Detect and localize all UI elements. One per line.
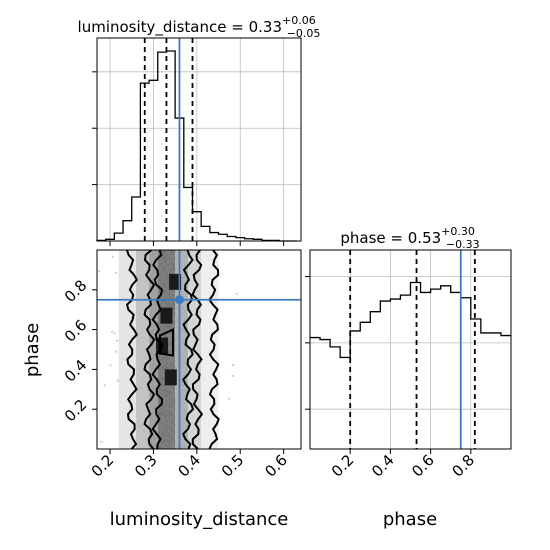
- phase-xtick-label-3: 0.8: [448, 451, 478, 481]
- lumdist-title-minus: −0.05: [287, 27, 321, 40]
- joint-density-block-1: [164, 369, 177, 386]
- phase-xtick-label-0: 0.2: [328, 451, 358, 481]
- joint-scatter-point: [116, 339, 119, 342]
- lumdist-xtick-label-0: 0.2: [88, 451, 118, 481]
- lumdist-hist-frame: [96, 37, 302, 242]
- joint-scatter-point: [114, 271, 117, 274]
- joint-scatter-point: [111, 255, 114, 258]
- joint-density-column-0: [118, 250, 137, 449]
- phase-xtick-label-1: 0.4: [368, 451, 398, 481]
- joint-density-block-2: [160, 307, 173, 324]
- joint-scatter-point: [115, 350, 118, 353]
- lumdist-xtick-label-2: 0.4: [174, 451, 204, 481]
- joint-density-column-6: [201, 250, 219, 449]
- joint-density-block-3: [169, 273, 182, 290]
- lumdist-hist-grid: [97, 38, 301, 242]
- joint-scatter-point: [232, 364, 235, 367]
- lumdist-histogram-line: [96, 50, 297, 242]
- phase-hist-ticks: 0.2 0.4 0.6 0.8: [305, 276, 478, 481]
- y-axis-label-phase: phase: [22, 323, 43, 377]
- phase-title-minus: −0.33: [446, 238, 480, 251]
- joint-density-column-2: [149, 250, 158, 449]
- joint-scatter-point: [228, 397, 231, 400]
- joint-contours: [125, 250, 220, 449]
- lumdist-xtick-label-1: 0.3: [131, 451, 161, 481]
- joint-scatter-point: [98, 270, 101, 273]
- joint-scatter-point: [235, 292, 238, 295]
- lumdist-xtick-label-4: 0.6: [261, 451, 291, 481]
- phase-hist-frame: [309, 249, 512, 450]
- phase-xtick-label-2: 0.6: [408, 451, 438, 481]
- joint-scatter-point: [103, 384, 106, 387]
- joint-scatter-point: [110, 330, 114, 333]
- joint-scatter-point: [109, 364, 112, 367]
- joint-scatter-point: [231, 374, 234, 377]
- joint-contour-5: [208, 250, 220, 449]
- joint-scatter-point: [116, 379, 119, 382]
- joint-scatter-point: [113, 332, 116, 335]
- joint-contour-2: [151, 250, 164, 449]
- joint-truth-point: [174, 295, 184, 305]
- phase-ytick-label-3: 0.8: [61, 276, 91, 306]
- phase-title-plus: +0.30: [441, 225, 475, 238]
- joint-density-columns: [118, 250, 219, 449]
- joint-contour-inner: [158, 328, 174, 357]
- joint-contour-0: [125, 250, 139, 449]
- joint-contour-4: [191, 250, 204, 449]
- joint-scatter-point: [100, 440, 103, 443]
- phase-ytick-label-0: 0.2: [61, 396, 91, 426]
- phase-histogram-line: [310, 281, 511, 359]
- phase-title: phase = 0.53+0.30 −0.33: [340, 225, 479, 251]
- phase-histogram-panel: 0.2 0.4 0.6 0.8: [305, 249, 512, 481]
- phase-ytick-label-2: 0.6: [61, 316, 91, 346]
- joint-frame: [96, 249, 302, 450]
- x-axis-label-lumdist: luminosity_distance: [110, 509, 289, 530]
- joint-contour-3: [181, 250, 195, 449]
- x-axis-label-phase: phase: [383, 509, 437, 530]
- joint-contour-1: [143, 250, 156, 449]
- lumdist-quantile-lines: [143, 38, 194, 241]
- lumdist-hist-ticks: [92, 71, 285, 246]
- lumdist-title-plus: +0.06: [282, 14, 316, 27]
- lumdist-xtick-label-3: 0.5: [218, 451, 248, 481]
- phase-ytick-label-1: 0.4: [61, 356, 91, 386]
- phase-quantile-lines: [349, 250, 476, 449]
- lumdist-histogram-panel: [92, 37, 302, 246]
- lumdist-title: luminosity_distance = 0.33+0.06 −0.05: [78, 14, 321, 40]
- joint-panel: 0.2 0.3 0.4 0.5 0.6 0.2 0.4 0.6 0.8: [61, 249, 302, 481]
